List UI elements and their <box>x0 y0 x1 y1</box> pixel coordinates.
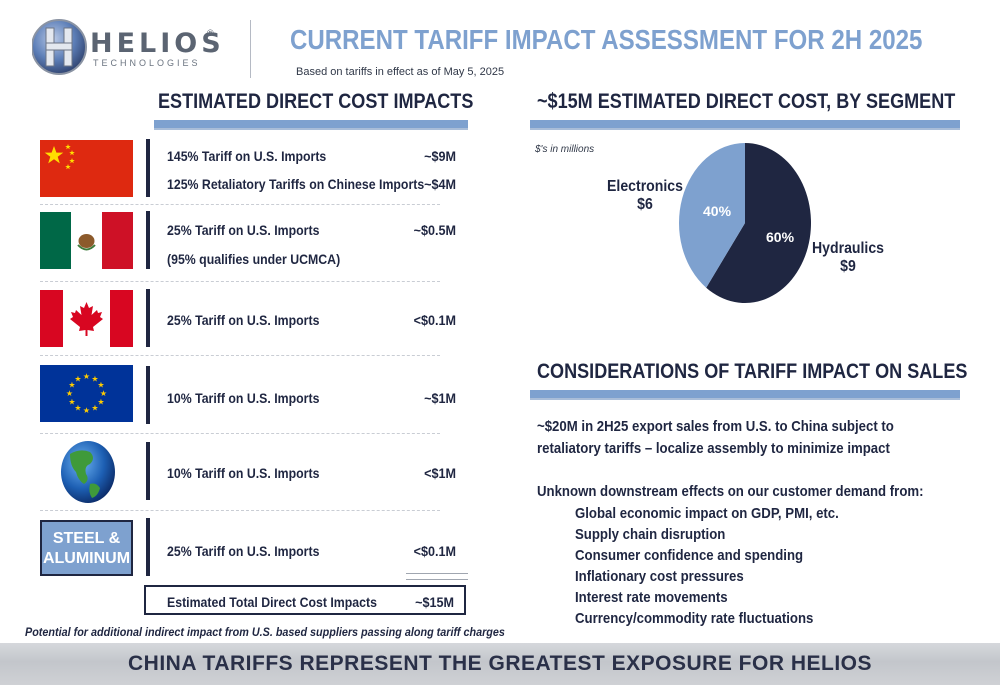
svg-text:★: ★ <box>68 381 75 390</box>
units-note: $'s in millions <box>535 144 595 155</box>
pie-label-electronics: Electronics $6 <box>605 178 684 214</box>
row-bar-mexico <box>146 211 150 269</box>
row-separator <box>40 281 440 282</box>
svg-text:★: ★ <box>100 389 107 398</box>
considerations-section-title: CONSIDERATIONS OF TARIFF IMPACT ON SALES <box>537 360 968 383</box>
china-tariff-value-1: ~$9M <box>424 148 456 164</box>
considerations-title-bar <box>530 390 960 400</box>
svg-text:★: ★ <box>74 404 81 413</box>
mexico-tariff-label: 25% Tariff on U.S. Imports <box>167 222 320 238</box>
row-separator <box>40 433 440 434</box>
direct-cost-section-title: ESTIMATED DIRECT COST IMPACTS <box>158 90 474 113</box>
electronics-amount: $6 <box>637 196 653 213</box>
effect-item: Currency/commodity rate fluctuations <box>575 610 814 627</box>
export-sales-line-2: retaliatory tariffs – localize assembly … <box>537 440 890 457</box>
footer-banner <box>0 643 1000 685</box>
pie-percent-electronics: 40% <box>703 203 732 219</box>
canada-tariff-label: 25% Tariff on U.S. Imports <box>167 312 320 328</box>
canada-tariff-value: <$0.1M <box>413 312 456 328</box>
row-bar-steel <box>146 518 150 576</box>
row-bar-china <box>146 139 150 197</box>
electronics-name: Electronics <box>607 178 683 195</box>
logo-subtext: TECHNOLOGIES <box>93 58 201 68</box>
svg-text:★: ★ <box>83 406 90 415</box>
steel-tariff-label: 25% Tariff on U.S. Imports <box>167 543 320 559</box>
mexico-tariff-value: ~$0.5M <box>413 222 456 238</box>
mexico-ucmca-note: (95% qualifies under UCMCA) <box>167 251 341 267</box>
row-bar-global <box>146 442 150 500</box>
row-bar-canada <box>146 289 150 347</box>
footer-message: CHINA TARIFFS REPRESENT THE GREATEST EXP… <box>128 652 872 675</box>
svg-text:★: ★ <box>74 375 81 384</box>
export-sales-line-1: ~$20M in 2H25 export sales from U.S. to … <box>537 418 894 435</box>
svg-text:★: ★ <box>97 381 104 390</box>
total-double-rule <box>406 573 468 580</box>
svg-text:★: ★ <box>66 389 73 398</box>
effect-item: Inflationary cost pressures <box>575 568 744 585</box>
svg-text:★: ★ <box>68 398 75 407</box>
eu-flag: ★ ★ ★ ★ ★ ★ ★ ★ ★ ★ ★ ★ <box>40 365 133 422</box>
row-separator <box>40 510 440 511</box>
svg-text:★: ★ <box>91 404 98 413</box>
helios-logo <box>31 16 222 80</box>
svg-text:★: ★ <box>83 372 90 381</box>
direct-cost-title-bar <box>154 120 468 130</box>
pie-percent-hydraulics: 60% <box>766 229 795 245</box>
total-value: ~$15M <box>415 594 454 610</box>
downstream-effects-intro: Unknown downstream effects on our custom… <box>537 483 924 500</box>
indirect-impact-footnote: Potential for additional indirect impact… <box>25 625 505 639</box>
logo-registered-mark: ® <box>207 28 214 38</box>
global-tariff-value: <$1M <box>424 465 456 481</box>
global-tariff-label: 10% Tariff on U.S. Imports <box>167 465 320 481</box>
helios-logo-mark-icon <box>31 19 87 75</box>
globe-icon <box>60 440 116 504</box>
effect-item: Supply chain disruption <box>575 526 726 543</box>
steel-tariff-value: <$0.1M <box>413 543 456 559</box>
header-divider <box>250 20 251 78</box>
steel-box-label-2: ALUMINUM <box>42 550 131 567</box>
page-title: CURRENT TARIFF IMPACT ASSESSMENT FOR 2H … <box>290 24 923 55</box>
row-bar-eu <box>146 366 150 424</box>
mexico-flag <box>40 212 133 269</box>
segment-pie-chart <box>679 143 811 303</box>
steel-aluminum-box: STEEL & ALUMINUM <box>40 520 133 576</box>
pie-slice-hydraulics <box>706 143 811 303</box>
svg-text:★: ★ <box>97 398 104 407</box>
china-tariff-label-1: 145% Tariff on U.S. Imports <box>167 148 327 164</box>
row-separator <box>40 355 440 356</box>
canada-flag <box>40 290 133 347</box>
china-tariff-label-2: 125% Retaliatory Tariffs on Chinese Impo… <box>167 176 425 192</box>
effect-item: Interest rate movements <box>575 589 728 606</box>
eu-tariff-label: 10% Tariff on U.S. Imports <box>167 390 320 406</box>
effect-item: Global economic impact on GDP, PMI, etc. <box>575 505 839 522</box>
pie-slice-electronics <box>679 143 745 288</box>
hydraulics-name: Hydraulics <box>812 240 884 257</box>
china-flag <box>40 140 133 197</box>
total-label: Estimated Total Direct Cost Impacts <box>167 594 377 610</box>
effect-item: Consumer confidence and spending <box>575 547 804 564</box>
svg-text:★: ★ <box>91 375 98 384</box>
china-tariff-value-2: ~$4M <box>424 176 456 192</box>
total-box <box>144 585 466 615</box>
page-subtitle: Based on tariffs in effect as of May 5, … <box>296 66 505 78</box>
steel-box-label-1: STEEL & <box>52 530 121 547</box>
segment-title-bar <box>530 120 960 130</box>
logo-wordmark: HELIOS <box>90 28 225 59</box>
segment-section-title: ~$15M ESTIMATED DIRECT COST, BY SEGMENT <box>537 90 956 113</box>
row-separator <box>40 204 440 205</box>
eu-tariff-value: ~$1M <box>424 390 456 406</box>
hydraulics-amount: $9 <box>840 258 856 275</box>
pie-label-hydraulics: Hydraulics $9 <box>806 240 890 276</box>
